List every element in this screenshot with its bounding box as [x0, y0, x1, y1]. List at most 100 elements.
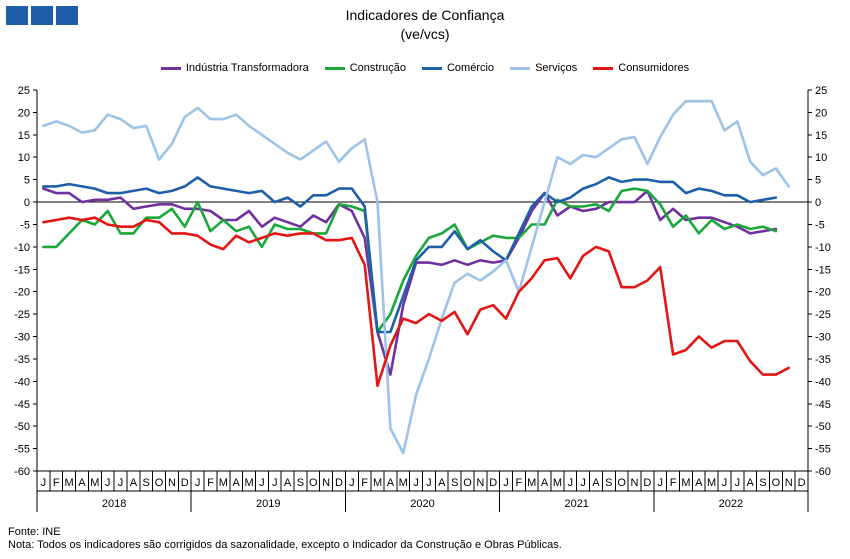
- x-tick-label: J: [272, 477, 278, 489]
- x-tick-label: A: [78, 477, 86, 489]
- logo-block-3: [56, 6, 78, 25]
- y-tick-label-left: -15: [14, 264, 30, 276]
- legend-item-servicos: Serviços: [510, 62, 577, 74]
- y-tick-label-right: 15: [815, 130, 827, 142]
- x-tick-label: M: [373, 477, 382, 489]
- x-tick-label: F: [361, 477, 368, 489]
- x-tick-label: S: [605, 477, 612, 489]
- y-tick-label-left: 25: [18, 85, 30, 97]
- legend-label-comercio: Comércio: [446, 62, 495, 74]
- y-tick-label-left: -45: [14, 399, 30, 411]
- legend-swatch-construcao: [324, 66, 345, 70]
- year-label: 2022: [719, 498, 743, 510]
- legend-label-construcao: Construção: [349, 62, 406, 74]
- y-tick-label-right: 25: [815, 85, 827, 97]
- legend-item-consumidores: Consumidores: [593, 62, 689, 74]
- x-tick-label: A: [284, 477, 292, 489]
- x-tick-label: D: [643, 477, 651, 489]
- x-tick-label: J: [259, 477, 265, 489]
- legend-label-consumidores: Consumidores: [618, 62, 690, 74]
- x-tick-label: A: [438, 477, 446, 489]
- y-tick-label-left: -55: [14, 444, 30, 456]
- legend-swatch-industria: [160, 66, 181, 70]
- x-tick-label: A: [747, 477, 755, 489]
- x-tick-label: A: [233, 477, 241, 489]
- x-tick-label: N: [476, 477, 484, 489]
- x-tick-label: M: [527, 477, 536, 489]
- y-tick-label-left: -60: [14, 466, 30, 478]
- y-tick-label-right: -35: [815, 354, 831, 366]
- year-label: 2020: [410, 498, 434, 510]
- y-tick-label-right: -5: [815, 219, 825, 231]
- x-tick-label: S: [297, 477, 304, 489]
- x-tick-label: N: [631, 477, 639, 489]
- footer-note: Nota: Todos os indicadores são corrigido…: [8, 539, 562, 551]
- x-tick-label: J: [580, 477, 586, 489]
- x-tick-label: S: [759, 477, 766, 489]
- x-tick-label: O: [463, 477, 472, 489]
- y-tick-label-right: 5: [815, 175, 821, 187]
- logo: [6, 6, 78, 25]
- x-tick-label: O: [772, 477, 781, 489]
- y-tick-label-right: -25: [815, 309, 831, 321]
- x-tick-label: A: [541, 477, 549, 489]
- legend-item-industria: Indústria Transformadora: [160, 62, 309, 74]
- y-tick-label-left: -5: [20, 219, 30, 231]
- x-tick-label: J: [568, 477, 574, 489]
- x-tick-label: M: [681, 477, 690, 489]
- y-tick-label-right: 0: [815, 197, 821, 209]
- x-tick-label: J: [41, 477, 47, 489]
- x-tick-label: A: [387, 477, 395, 489]
- y-tick-label-left: -25: [14, 309, 30, 321]
- x-tick-label: F: [53, 477, 60, 489]
- x-tick-label: M: [219, 477, 228, 489]
- x-tick-label: F: [516, 477, 523, 489]
- logo-block-1: [6, 6, 28, 25]
- x-tick-label: J: [118, 477, 124, 489]
- y-tick-label-right: -40: [815, 376, 831, 388]
- legend-item-construcao: Construção: [324, 62, 406, 74]
- x-tick-label: J: [105, 477, 111, 489]
- year-label: 2021: [564, 498, 588, 510]
- series-line-construcao: [42, 187, 778, 334]
- chart-title: Indicadores de Confiança: [345, 7, 505, 23]
- y-tick-label-right: -30: [815, 332, 831, 344]
- y-tick-label-left: 10: [18, 152, 30, 164]
- y-tick-label-left: 15: [18, 130, 30, 142]
- x-tick-label: F: [670, 477, 677, 489]
- legend: Indústria Transformadora Construção Comé…: [0, 62, 850, 74]
- x-tick-label: N: [785, 477, 793, 489]
- chart-subtitle: (ve/vcs): [400, 26, 450, 42]
- y-tick-label-left: -35: [14, 354, 30, 366]
- x-tick-label: S: [451, 477, 458, 489]
- year-label: 2018: [102, 498, 126, 510]
- y-tick-label-right: -50: [815, 421, 831, 433]
- y-tick-label-right: -55: [815, 444, 831, 456]
- series-line-industria: [42, 187, 778, 376]
- legend-label-industria: Indústria Transformadora: [185, 62, 309, 74]
- x-tick-label: O: [309, 477, 318, 489]
- y-tick-label-right: 20: [815, 107, 827, 119]
- legend-swatch-consumidores: [593, 66, 614, 70]
- year-label: 2019: [256, 498, 280, 510]
- x-tick-label: D: [798, 477, 806, 489]
- x-tick-label: D: [335, 477, 343, 489]
- y-tick-label-left: -30: [14, 332, 30, 344]
- x-tick-label: N: [322, 477, 330, 489]
- y-tick-label-left: 0: [24, 197, 30, 209]
- legend-swatch-servicos: [510, 66, 531, 70]
- y-tick-label-right: -10: [815, 242, 831, 254]
- series-line-consumidores: [42, 216, 791, 388]
- x-tick-label: D: [181, 477, 189, 489]
- x-tick-label: J: [413, 477, 419, 489]
- x-tick-label: M: [90, 477, 99, 489]
- series-line-comercio: [42, 176, 778, 334]
- y-tick-label-left: 20: [18, 107, 30, 119]
- y-tick-label-right: -60: [815, 466, 831, 478]
- x-tick-label: J: [426, 477, 432, 489]
- legend-label-servicos: Serviços: [535, 62, 578, 74]
- y-tick-label-left: -40: [14, 376, 30, 388]
- x-tick-label: A: [592, 477, 600, 489]
- x-tick-label: M: [399, 477, 408, 489]
